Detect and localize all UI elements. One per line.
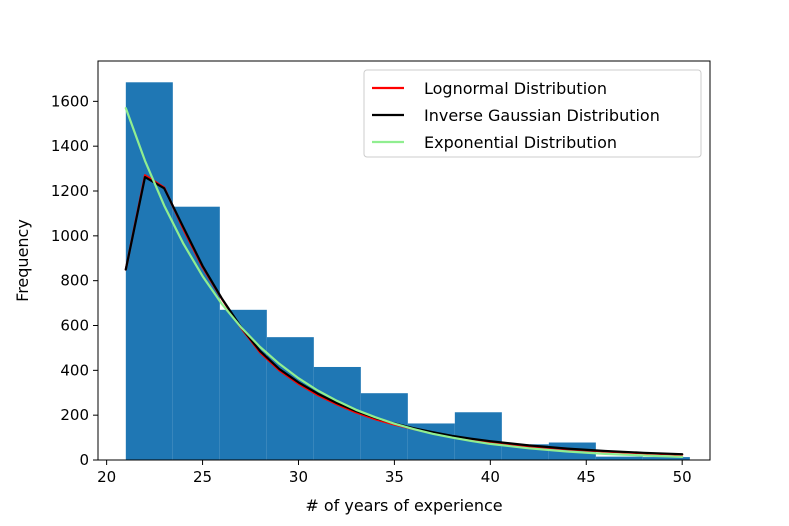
legend-label-3: Exponential Distribution: [424, 133, 617, 152]
series-line-2: [124, 176, 684, 456]
histogram-bar: [219, 309, 267, 460]
y-tick-label: 1400: [51, 137, 89, 155]
x-tick-label: 20: [97, 468, 116, 486]
y-tick-label: 200: [60, 406, 89, 424]
plot-frame: [97, 60, 711, 461]
legend-box: [363, 69, 702, 158]
y-tick-label: 600: [60, 317, 89, 335]
x-tick-label: 40: [481, 468, 500, 486]
legend-label-2: Inverse Gaussian Distribution: [424, 106, 660, 125]
histogram-bar: [454, 412, 502, 460]
y-tick-label: 800: [60, 272, 89, 290]
y-tick-label: 1200: [51, 182, 89, 200]
series-line-3: [124, 106, 684, 458]
y-axis-label: Frequency: [13, 219, 32, 302]
x-axis-label: # of years of experience: [305, 496, 502, 515]
y-tick-label: 1000: [51, 227, 89, 245]
x-tick-label: 45: [577, 468, 596, 486]
x-axis-ticks: 20 25 30 35 40 45 50: [97, 460, 692, 486]
legend-label-1: Lognormal Distribution: [424, 79, 607, 98]
histogram-bar: [313, 366, 361, 460]
histogram-bar: [266, 337, 314, 460]
histogram-bar: [172, 206, 220, 460]
x-tick-label: 25: [193, 468, 212, 486]
y-tick-label: 0: [79, 451, 89, 469]
legend: Lognormal Distribution Inverse Gaussian D…: [363, 69, 702, 158]
histogram-bar: [125, 82, 173, 460]
histogram-bars: [125, 82, 690, 460]
x-tick-label: 35: [385, 468, 404, 486]
y-tick-label: 400: [60, 361, 89, 379]
histogram-bar: [595, 456, 643, 460]
x-tick-label: 30: [289, 468, 308, 486]
histogram-bar: [642, 457, 690, 460]
x-tick-label: 50: [673, 468, 692, 486]
y-tick-label: 1600: [51, 92, 89, 110]
y-axis-ticks: 0 200 400 600 800 1000 1200 1400 1600: [51, 92, 98, 469]
fitted-curves: [124, 106, 684, 458]
